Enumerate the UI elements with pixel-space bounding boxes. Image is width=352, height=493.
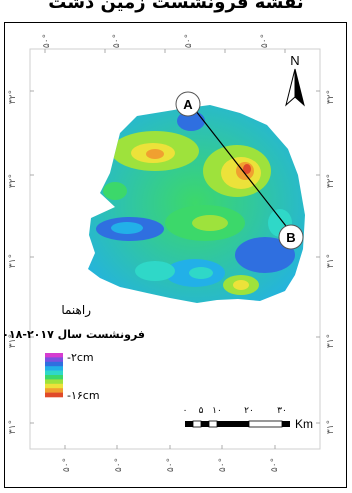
graticule-ticks (30, 49, 320, 449)
graticule-top-label: ۵۰° (112, 34, 122, 48)
graticule-bottom-label: ۵۰° (114, 458, 124, 472)
point-a-label: A (183, 97, 193, 112)
graticule-top-label: ۵۰° (184, 34, 194, 48)
legend-min-label: -۱۶cm (67, 389, 100, 402)
map-title-text: نقشه فرونشست زمین دشت (48, 0, 304, 13)
scale-unit-label: Km (295, 417, 313, 431)
legend-swatch (45, 383, 63, 389)
legend-heading: راهنما (61, 303, 91, 318)
scale-tick-label: ۱۰ (212, 406, 222, 416)
scale-tick-label: ۰ (183, 406, 188, 416)
graticule-bottom-label: ۵۰° (218, 458, 228, 472)
map-frame: ۵۰° ۵۰° ۵۰° ۵۰° ۵۰° ۵۰° ۵۰° ۵۰° ۵۰° ۳۲° … (4, 22, 347, 488)
subsidence-raster (88, 105, 305, 303)
point-b-label: B (286, 230, 295, 245)
scale-tick-label: ۲۰ (244, 406, 254, 416)
legend-swatch (45, 379, 63, 385)
scale-bar: ۰ ۵ ۱۰ ۲۰ ۳۰ Km (183, 406, 313, 431)
legend-swatch (45, 361, 63, 367)
north-arrow-icon: N (285, 53, 305, 107)
legend-color-ramp (45, 353, 63, 398)
graticule-top-label: ۵۰° (42, 34, 52, 48)
profile-point-b[interactable]: B (278, 224, 304, 250)
graticule-left-label: ۳۱° (8, 334, 18, 348)
legend-subtitle: فرونشست سال ۲۰۱۷-۲۰۱۸ (5, 328, 145, 341)
graticule-bottom-label: ۵۰° (166, 458, 176, 472)
graticule-left-label: ۳۲° (8, 90, 18, 104)
scale-tick-label: ۳۰ (277, 406, 287, 416)
legend-swatch (45, 370, 63, 376)
legend-swatch (45, 388, 63, 393)
graticule-right-label: ۳۱° (326, 420, 336, 434)
graticule-bottom-label: ۵۰° (62, 458, 72, 472)
graticule-left-label: ۳۱° (8, 420, 18, 434)
profile-point-a[interactable]: A (175, 91, 201, 117)
legend-swatch (45, 357, 63, 363)
legend-swatch (45, 392, 63, 398)
map-neatline (29, 48, 321, 450)
profile-line (191, 105, 294, 236)
legend-swatch (45, 353, 63, 358)
map-canvas: ۵۰° ۵۰° ۵۰° ۵۰° ۵۰° ۵۰° ۵۰° ۵۰° ۵۰° ۳۲° … (5, 34, 336, 472)
graticule-right-label: ۳۲° (326, 90, 336, 104)
graticule-left-label: ۳۲° (8, 174, 18, 188)
legend-max-label: -۲cm (67, 351, 94, 364)
scale-tick-label: ۵ (199, 406, 204, 416)
graticule-bottom-label: ۵۰° (270, 458, 280, 472)
graticule-right-label: ۳۱° (326, 254, 336, 268)
graticule-top-label: ۵۰° (260, 34, 270, 48)
graticule-left-label: ۳۱° (8, 254, 18, 268)
north-arrow-letter: N (290, 53, 299, 68)
legend-swatch (45, 366, 63, 371)
graticule-right-label: ۳۲° (326, 174, 336, 188)
legend-swatch (45, 375, 63, 380)
map-title-strip: نقشه فرونشست زمین دشت (0, 0, 352, 20)
graticule-right-label: ۳۱° (326, 334, 336, 348)
